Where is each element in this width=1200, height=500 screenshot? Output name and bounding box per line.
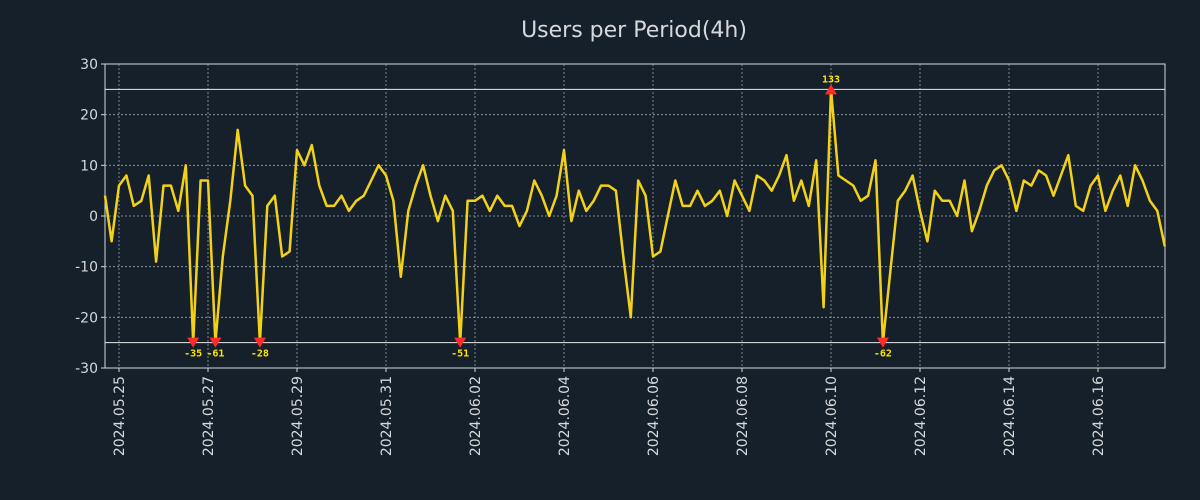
outlier-marker-down — [876, 337, 889, 348]
y-tick-label: 30 — [80, 57, 98, 73]
x-tick-label: 2024.05.31 — [379, 376, 395, 456]
outlier-label: -62 — [874, 349, 892, 360]
outlier-marker-up — [825, 84, 837, 95]
outlier-label: -28 — [251, 349, 269, 360]
outlier-label: 133 — [822, 74, 840, 85]
outlier-label: -61 — [206, 349, 224, 360]
x-axis: 2024.05.25 2024.05.27 2024.05.29 2024.05.31… — [112, 368, 1107, 456]
series-line — [103, 88, 1167, 344]
x-tick-label: 2024.06.04 — [557, 376, 573, 456]
y-tick-label: -20 — [75, 310, 98, 326]
y-tick-label: 0 — [89, 209, 98, 225]
outlier-marker-down — [209, 337, 222, 348]
x-tick-label: 2024.06.10 — [824, 376, 840, 456]
chart-title: Users per Period(4h) — [521, 18, 747, 43]
x-tick-label: 2024.06.14 — [1002, 376, 1018, 456]
y-axis: 30 20 10 0 -10 -20 -30 — [75, 57, 105, 377]
outlier-label: -35 — [184, 349, 202, 360]
y-tick-label: 20 — [80, 108, 98, 124]
x-tick-label: 2024.06.12 — [913, 376, 929, 456]
x-tick-label: 2024.06.16 — [1091, 376, 1107, 456]
outlier-marker-down — [187, 337, 200, 348]
y-tick-label: 10 — [80, 158, 98, 174]
y-tick-label: -30 — [75, 361, 98, 377]
annotations: -35 -61 -28 -51 133 -62 — [184, 74, 892, 359]
outlier-marker-down — [253, 337, 266, 348]
grid — [105, 64, 1165, 368]
clip-limit-lines — [105, 88, 1165, 344]
outlier-label: -51 — [451, 349, 469, 360]
x-tick-label: 2024.05.29 — [290, 376, 306, 456]
x-tick-label: 2024.06.06 — [646, 376, 662, 456]
outlier-marker-down — [454, 337, 467, 348]
x-tick-label: 2024.06.02 — [468, 376, 484, 456]
y-tick-label: -10 — [75, 260, 98, 276]
x-tick-label: 2024.06.08 — [735, 376, 751, 456]
x-tick-label: 2024.05.25 — [112, 376, 128, 456]
series — [103, 88, 1167, 344]
x-tick-label: 2024.05.27 — [201, 376, 217, 456]
